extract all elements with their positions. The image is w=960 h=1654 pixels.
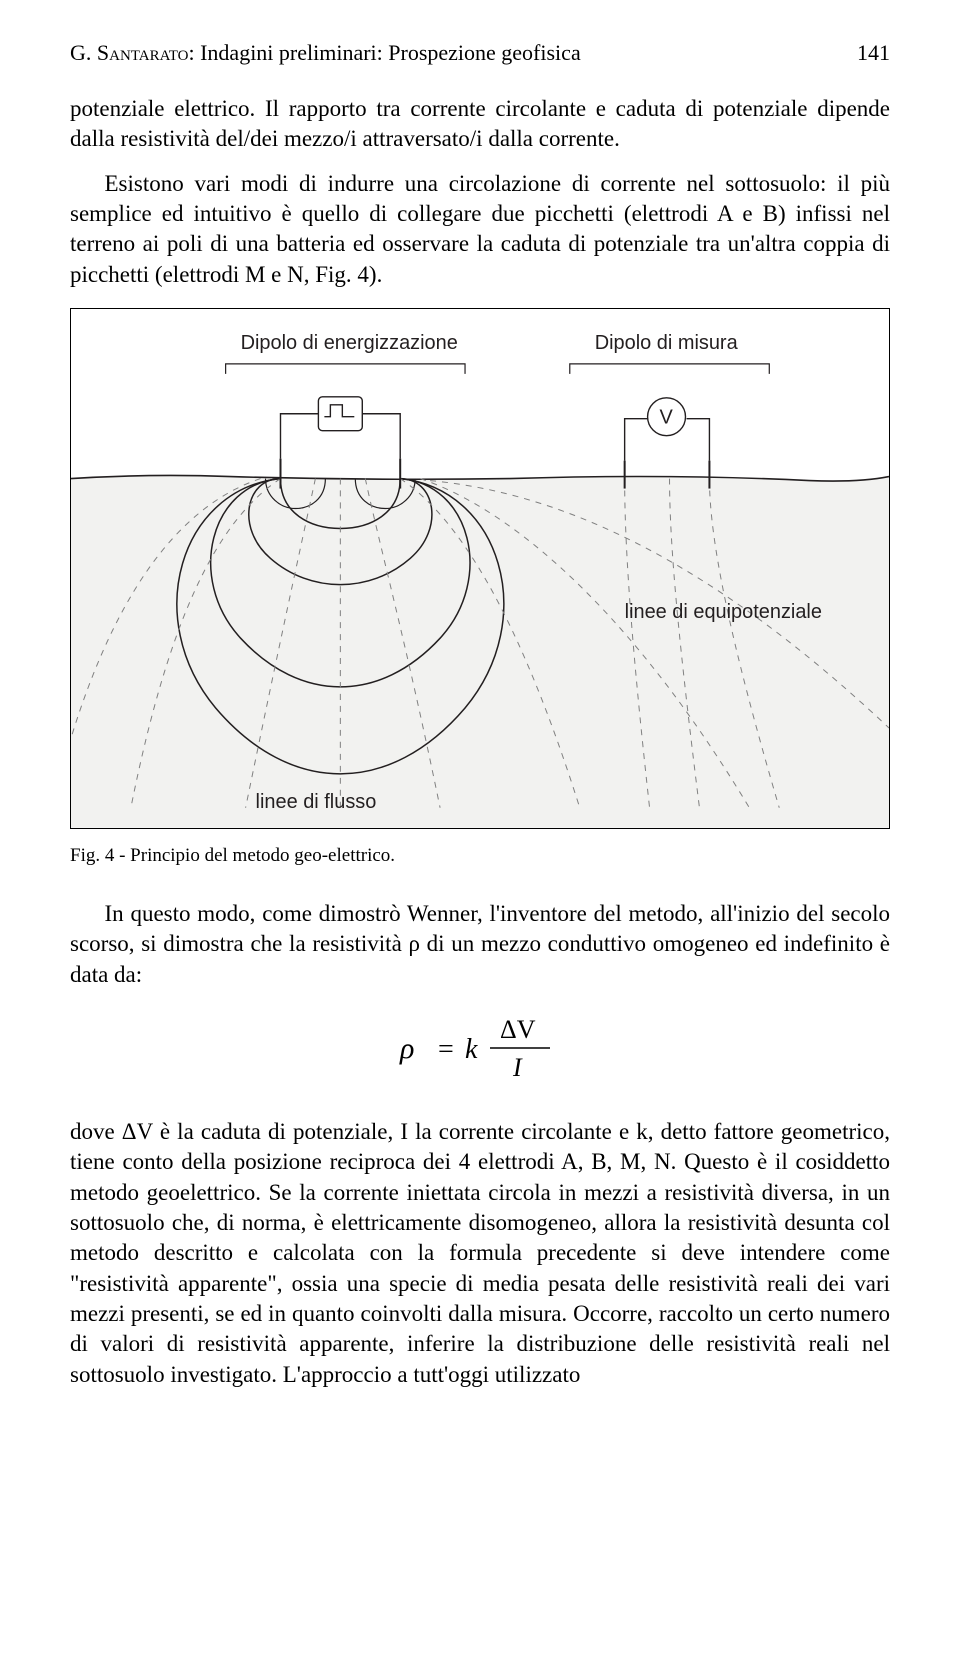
label-equipot: linee di equipotenziale	[625, 601, 822, 623]
formula: ρ = k ΔV I	[70, 1008, 890, 1093]
author-name: G. Santarato	[70, 40, 188, 65]
k: k	[465, 1034, 478, 1065]
paragraph-3: In questo modo, come dimostrò Wenner, l'…	[70, 899, 890, 990]
running-head-left: G. Santarato: Indagini preliminari: Pros…	[70, 40, 581, 66]
label-flusso: linee di flusso	[256, 791, 377, 813]
figure-4: Dipolo di energizzazione V Dipolo di mis…	[70, 308, 890, 829]
running-head: G. Santarato: Indagini preliminari: Pros…	[70, 40, 890, 66]
eq: =	[438, 1034, 454, 1065]
dv: ΔV	[500, 1015, 536, 1044]
paragraph-1: potenziale elettrico. Il rapporto tra co…	[70, 94, 890, 155]
figure-svg: Dipolo di energizzazione V Dipolo di mis…	[71, 309, 889, 828]
I: I	[512, 1053, 523, 1082]
label-misura: Dipolo di misura	[595, 332, 739, 354]
rho: ρ	[399, 1032, 414, 1065]
page: G. Santarato: Indagini preliminari: Pros…	[0, 0, 960, 1444]
formula-svg: ρ = k ΔV I	[390, 1008, 570, 1088]
figure-caption: Fig. 4 - Principio del metodo geo-elettr…	[70, 845, 890, 867]
header-title-rest: : Indagini preliminari: Prospezione geof…	[188, 40, 580, 65]
paragraph-4: dove ΔV è la caduta di potenziale, I la …	[70, 1117, 890, 1390]
label-energ: Dipolo di energizzazione	[241, 332, 458, 354]
paragraph-2: Esistono vari modi di indurre una circol…	[70, 169, 890, 290]
v-glyph: V	[660, 407, 674, 429]
page-number: 141	[857, 40, 890, 66]
